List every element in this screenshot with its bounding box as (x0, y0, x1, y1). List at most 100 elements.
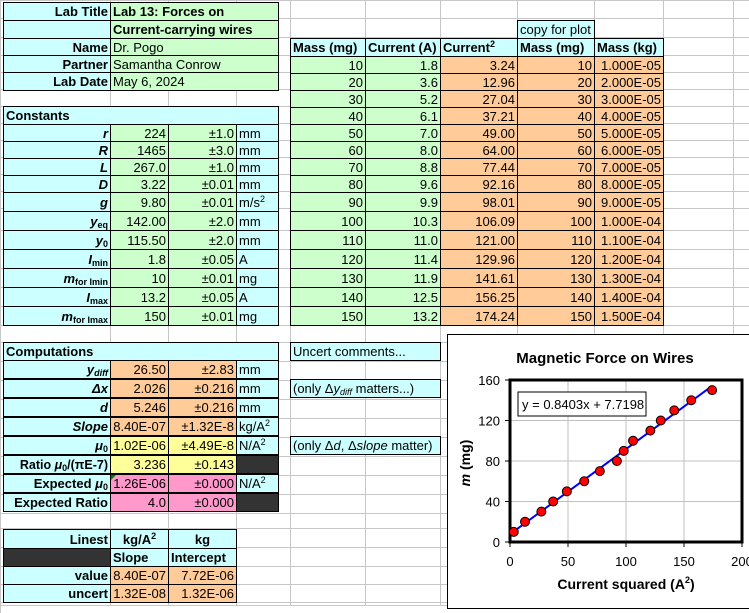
const-R-value[interactable]: 1465 (110, 141, 169, 160)
table-cell-current-squared[interactable]: 129.96 (440, 249, 518, 269)
data-point-marker[interactable] (645, 425, 656, 436)
data-point-marker[interactable] (669, 405, 680, 416)
const-imax-value[interactable]: 13.2 (110, 287, 169, 307)
table-cell-mass-kg[interactable]: 9.000E-05 (594, 192, 664, 212)
const-yeq-uncert[interactable]: ±2.0 (168, 211, 237, 231)
table-cell-current-squared[interactable]: 98.01 (440, 192, 518, 212)
table-cell-mass-mg[interactable]: 140 (290, 287, 366, 307)
table-cell-current-squared[interactable]: 141.61 (440, 268, 518, 288)
table-cell-mass-mg-copy[interactable]: 110 (517, 230, 595, 250)
table-cell-current[interactable]: 8.8 (365, 158, 441, 176)
table-cell-mass-kg[interactable]: 1.000E-04 (594, 211, 664, 231)
comp-dx-value[interactable]: 2.026 (110, 379, 169, 398)
table-cell-current-squared[interactable]: 77.44 (440, 158, 518, 176)
table-cell-mass-mg-copy[interactable]: 90 (517, 192, 595, 212)
table-cell-mass-mg[interactable]: 110 (290, 230, 366, 250)
comp-ratio-uncert[interactable]: ±0.143 (168, 455, 237, 474)
table-cell-mass-kg[interactable]: 8.000E-05 (594, 175, 664, 193)
comp-mu0-value[interactable]: 1.02E-06 (110, 436, 169, 455)
data-point-marker[interactable] (618, 445, 629, 456)
table-cell-mass-kg[interactable]: 4.000E-05 (594, 107, 664, 125)
linest-value-intercept[interactable]: 7.72E-06 (168, 566, 237, 585)
const-imax-uncert[interactable]: ±0.05 (168, 287, 237, 307)
lab-title-value-2[interactable]: Current-carrying wires (110, 20, 279, 39)
table-cell-mass-mg[interactable]: 20 (290, 73, 366, 91)
data-point-marker[interactable] (548, 496, 559, 507)
equation-box[interactable] (517, 391, 647, 417)
comp-ratio-value[interactable]: 3.236 (110, 455, 169, 474)
table-cell-current-squared[interactable]: 27.04 (440, 90, 518, 108)
table-cell-mass-kg[interactable]: 5.000E-05 (594, 124, 664, 142)
table-cell-mass-mg-copy[interactable]: 130 (517, 268, 595, 288)
const-y0-value[interactable]: 115.50 (110, 230, 169, 250)
table-cell-mass-mg-copy[interactable]: 80 (517, 175, 595, 193)
const-D-value[interactable]: 3.22 (110, 175, 169, 194)
data-point-marker[interactable] (579, 476, 590, 487)
table-cell-mass-mg-copy[interactable]: 20 (517, 73, 595, 91)
comp-slope-value[interactable]: 8.40E-07 (110, 417, 169, 436)
comp-d-value[interactable]: 5.246 (110, 398, 169, 417)
table-cell-mass-kg[interactable]: 3.000E-05 (594, 90, 664, 108)
table-cell-mass-mg-copy[interactable]: 70 (517, 158, 595, 176)
comp-expected-mu0-uncert[interactable]: ±0.000 (168, 474, 237, 493)
comp-expected-ratio-value[interactable]: 4.0 (110, 493, 169, 512)
table-cell-mass-mg[interactable]: 10 (290, 56, 366, 74)
data-point-marker[interactable] (508, 526, 519, 537)
table-cell-mass-mg[interactable]: 60 (290, 141, 366, 159)
data-point-marker[interactable] (655, 415, 666, 426)
table-cell-current[interactable]: 11.4 (365, 249, 441, 269)
const-yeq-value[interactable]: 142.00 (110, 211, 169, 231)
linest-uncert-intercept[interactable]: 1.32E-06 (168, 584, 237, 603)
table-cell-current-squared[interactable]: 49.00 (440, 124, 518, 142)
table-cell-current[interactable]: 11.0 (365, 230, 441, 250)
const-mimax-value[interactable]: 150 (110, 306, 169, 326)
table-cell-mass-mg[interactable]: 80 (290, 175, 366, 193)
comp-expected-mu0-value[interactable]: 1.26E-06 (110, 474, 169, 493)
table-cell-mass-mg-copy[interactable]: 120 (517, 249, 595, 269)
comp-slope-uncert[interactable]: ±1.32E-8 (168, 417, 237, 436)
table-cell-mass-mg-copy[interactable]: 140 (517, 287, 595, 307)
table-cell-mass-mg[interactable]: 70 (290, 158, 366, 176)
data-point-marker[interactable] (611, 456, 622, 466)
const-imin-uncert[interactable]: ±0.05 (168, 249, 237, 269)
table-cell-current[interactable]: 6.1 (365, 107, 441, 125)
data-point-marker[interactable] (686, 395, 697, 406)
table-cell-mass-mg-copy[interactable]: 100 (517, 211, 595, 231)
const-mimin-uncert[interactable]: ±0.01 (168, 268, 237, 288)
const-imin-value[interactable]: 1.8 (110, 249, 169, 269)
table-cell-mass-kg[interactable]: 6.000E-05 (594, 141, 664, 159)
table-cell-mass-mg[interactable]: 150 (290, 306, 366, 326)
comment-indicator-icon[interactable] (111, 475, 116, 480)
table-cell-current[interactable]: 11.9 (365, 268, 441, 288)
data-point-marker[interactable] (561, 486, 572, 497)
const-g-value[interactable]: 9.80 (110, 192, 169, 212)
table-cell-mass-mg-copy[interactable]: 150 (517, 306, 595, 326)
table-cell-mass-kg[interactable]: 1.400E-04 (594, 287, 664, 307)
data-point-marker[interactable] (536, 506, 547, 517)
lab-date-value[interactable]: May 6, 2024 (110, 72, 279, 91)
lab-title-value-1[interactable]: Lab 13: Forces on (110, 2, 279, 21)
table-cell-current[interactable]: 10.3 (365, 211, 441, 231)
table-cell-current-squared[interactable]: 3.24 (440, 56, 518, 74)
table-cell-current[interactable]: 9.9 (365, 192, 441, 212)
table-cell-mass-mg[interactable]: 50 (290, 124, 366, 142)
table-cell-mass-mg-copy[interactable]: 40 (517, 107, 595, 125)
table-cell-current[interactable]: 1.8 (365, 56, 441, 74)
table-cell-mass-kg[interactable]: 1.300E-04 (594, 268, 664, 288)
table-cell-mass-kg[interactable]: 2.000E-05 (594, 73, 664, 91)
const-mimax-uncert[interactable]: ±0.01 (168, 306, 237, 326)
table-cell-mass-mg[interactable]: 30 (290, 90, 366, 108)
name-value[interactable]: Dr. Pogo (110, 38, 279, 57)
linest-value-slope[interactable]: 8.40E-07 (110, 566, 169, 585)
linest-uncert-slope[interactable]: 1.32E-08 (110, 584, 169, 603)
table-cell-mass-mg-copy[interactable]: 50 (517, 124, 595, 142)
table-cell-mass-mg[interactable]: 130 (290, 268, 366, 288)
table-cell-current[interactable]: 13.2 (365, 306, 441, 326)
chart-magnetic-force[interactable]: Magnetic Force on Wires 0 40 80 120 160 0 50 1… (447, 334, 749, 609)
table-cell-current[interactable]: 12.5 (365, 287, 441, 307)
table-cell-mass-mg[interactable]: 100 (290, 211, 366, 231)
comp-expected-ratio-uncert[interactable]: ±0.000 (168, 493, 237, 512)
table-cell-mass-kg[interactable]: 1.100E-04 (594, 230, 664, 250)
table-cell-current-squared[interactable]: 37.21 (440, 107, 518, 125)
table-cell-current-squared[interactable]: 156.25 (440, 287, 518, 307)
